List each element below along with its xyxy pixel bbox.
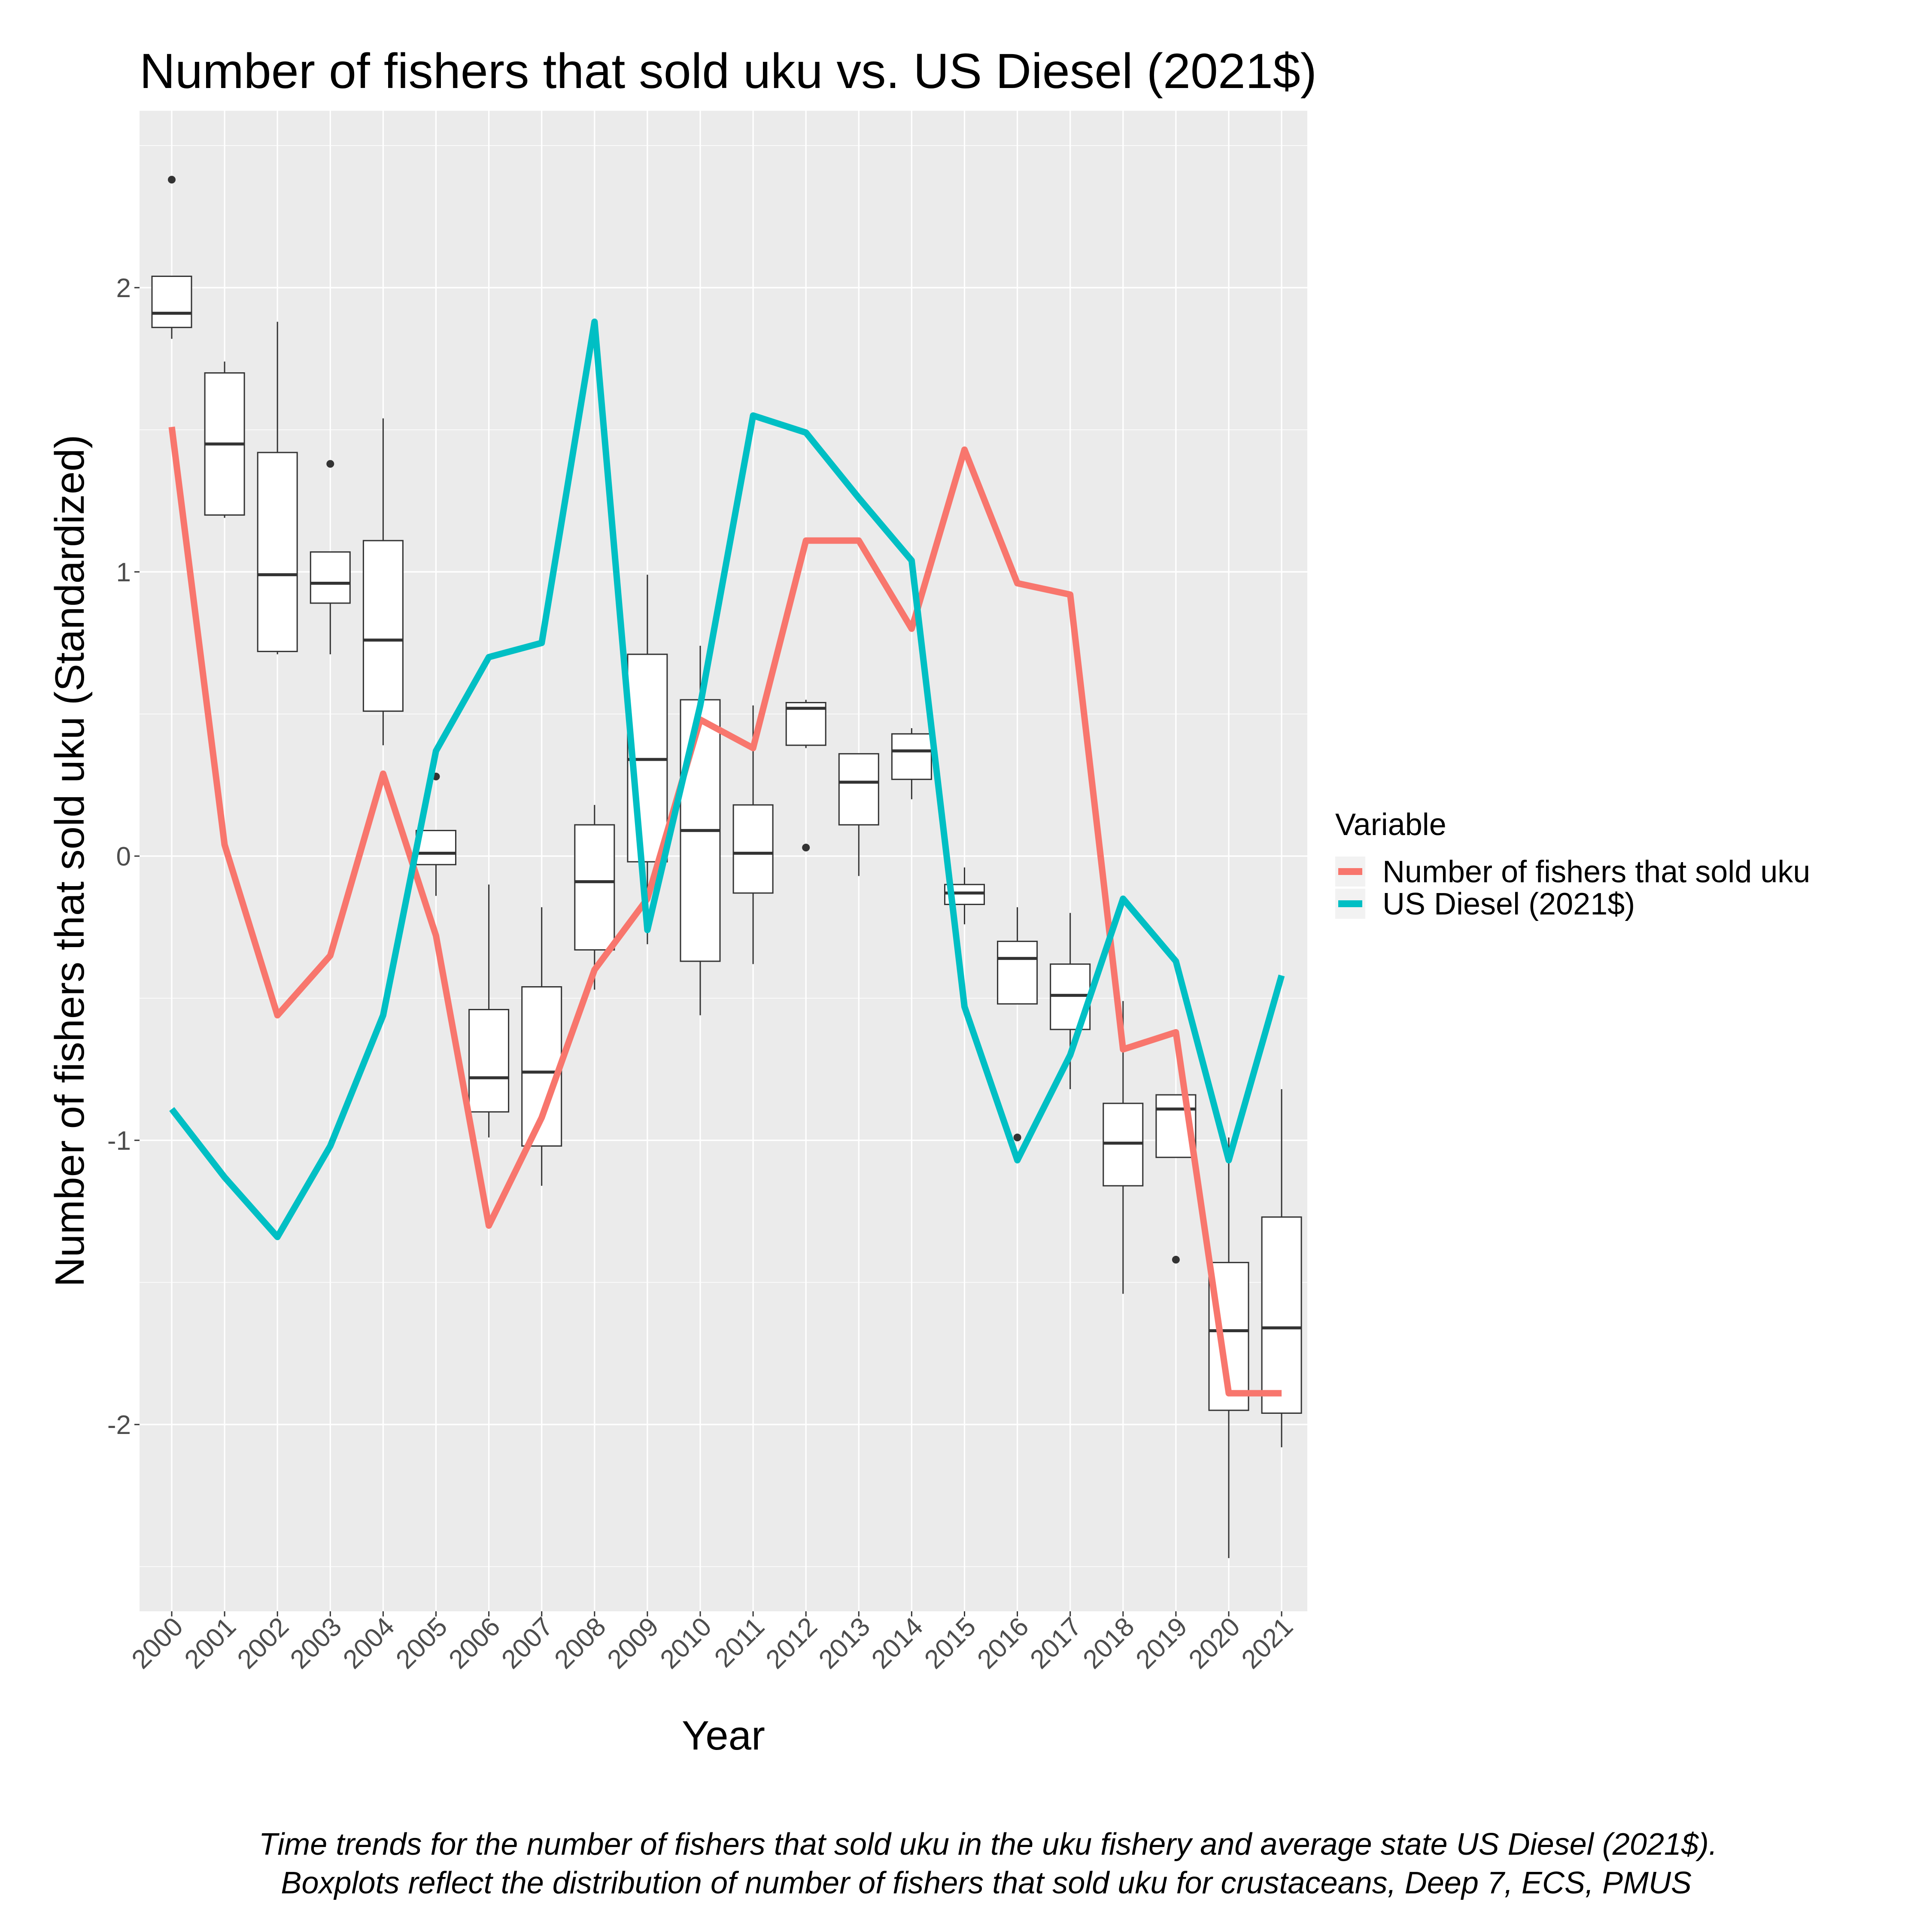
legend-label-2: US Diesel (2021$) [1382, 887, 1635, 921]
boxplot-2001 [204, 361, 245, 518]
x-tick-label: 2007 [496, 1612, 559, 1674]
boxplot-2014 [891, 728, 932, 799]
boxplot-2008 [574, 805, 615, 990]
box-iqr [838, 753, 879, 826]
series-line-2 [169, 318, 1285, 1240]
x-tick-label: 2019 [1130, 1612, 1193, 1674]
boxplot-2021 [1261, 1089, 1302, 1447]
x-tick-label: 2017 [1024, 1612, 1087, 1674]
box-iqr [732, 804, 774, 894]
x-tick-label: 2008 [549, 1612, 611, 1674]
x-tick-label: 2014 [866, 1612, 929, 1674]
series-line-1 [168, 426, 1282, 1397]
x-tick-label: 2004 [337, 1612, 400, 1674]
x-tick-label: 2010 [655, 1612, 717, 1674]
box-outlier [1013, 1133, 1021, 1142]
boxplot-2010 [680, 646, 721, 1015]
box-iqr [891, 733, 932, 780]
boxplot-2002 [257, 322, 298, 654]
y-tick-label: 0 [116, 842, 131, 872]
box-iqr [997, 941, 1038, 1005]
boxplot-2000 [151, 176, 192, 339]
x-tick-label: 2002 [232, 1612, 295, 1674]
y-axis-title: Number of fishers that sold uku (Standar… [47, 435, 93, 1287]
box-outlier [326, 460, 334, 468]
caption-line-2: Boxplots reflect the distribution of num… [272, 1866, 1692, 1900]
y-axis-ticks: 2 1 0 -1 -2 [107, 273, 140, 1440]
x-tick-label: 2011 [709, 1612, 770, 1673]
x-axis-title: Year [682, 1713, 765, 1759]
box-iqr [310, 551, 351, 604]
x-tick-label: 2013 [813, 1612, 876, 1674]
boxplot-2011 [732, 705, 774, 964]
boxplot-2016 [997, 907, 1038, 1142]
x-tick-label: 2001 [179, 1612, 242, 1674]
boxplot-2004 [362, 418, 404, 745]
x-tick-label: 2018 [1077, 1612, 1140, 1674]
boxplot-2005 [416, 772, 456, 896]
legend: Variable Number of fishers that sold uku… [1335, 808, 1810, 921]
x-tick-label: 2006 [443, 1612, 506, 1674]
box-iqr [468, 1009, 510, 1113]
chart-title: Number of fishers that sold uku vs. US D… [140, 44, 1317, 99]
x-axis-ticks: 2000200120022003200420052006200720082009… [126, 1611, 1299, 1674]
box-outlier [802, 844, 810, 852]
legend-title: Variable [1335, 808, 1446, 842]
box-iqr [1261, 1216, 1302, 1414]
y-tick-label: 1 [116, 558, 131, 587]
x-tick-label: 2003 [285, 1612, 347, 1674]
boxplot-2003 [310, 460, 351, 654]
x-tick-label: 2020 [1183, 1612, 1246, 1674]
box-outlier [168, 176, 176, 184]
series-lines [168, 318, 1285, 1397]
box-iqr [362, 540, 404, 712]
x-tick-label: 2000 [126, 1612, 189, 1674]
x-tick-label: 2012 [760, 1612, 823, 1674]
box-iqr [416, 829, 456, 866]
box-outlier [1172, 1256, 1180, 1264]
x-tick-label: 2021 [1236, 1612, 1299, 1674]
plot-panel [140, 111, 1307, 1611]
box-iqr [574, 824, 615, 951]
x-tick-label: 2016 [972, 1612, 1034, 1674]
y-tick-label: 2 [116, 273, 131, 303]
x-tick-label: 2005 [390, 1612, 453, 1674]
boxplot-2018 [1103, 1001, 1144, 1294]
boxplot-2013 [838, 753, 879, 876]
box-iqr [257, 452, 298, 652]
x-tick-label: 2009 [601, 1612, 664, 1674]
boxplot-2012 [785, 699, 826, 852]
legend-label-1: Number of fishers that sold uku [1382, 855, 1810, 889]
x-tick-label: 2015 [919, 1612, 981, 1674]
caption-line-1: Time trends for the number of fishers th… [259, 1827, 1717, 1862]
box-iqr [151, 276, 192, 328]
y-tick-label: -1 [107, 1126, 131, 1156]
y-tick-label: -2 [107, 1410, 131, 1440]
boxplot-2006 [468, 884, 510, 1138]
